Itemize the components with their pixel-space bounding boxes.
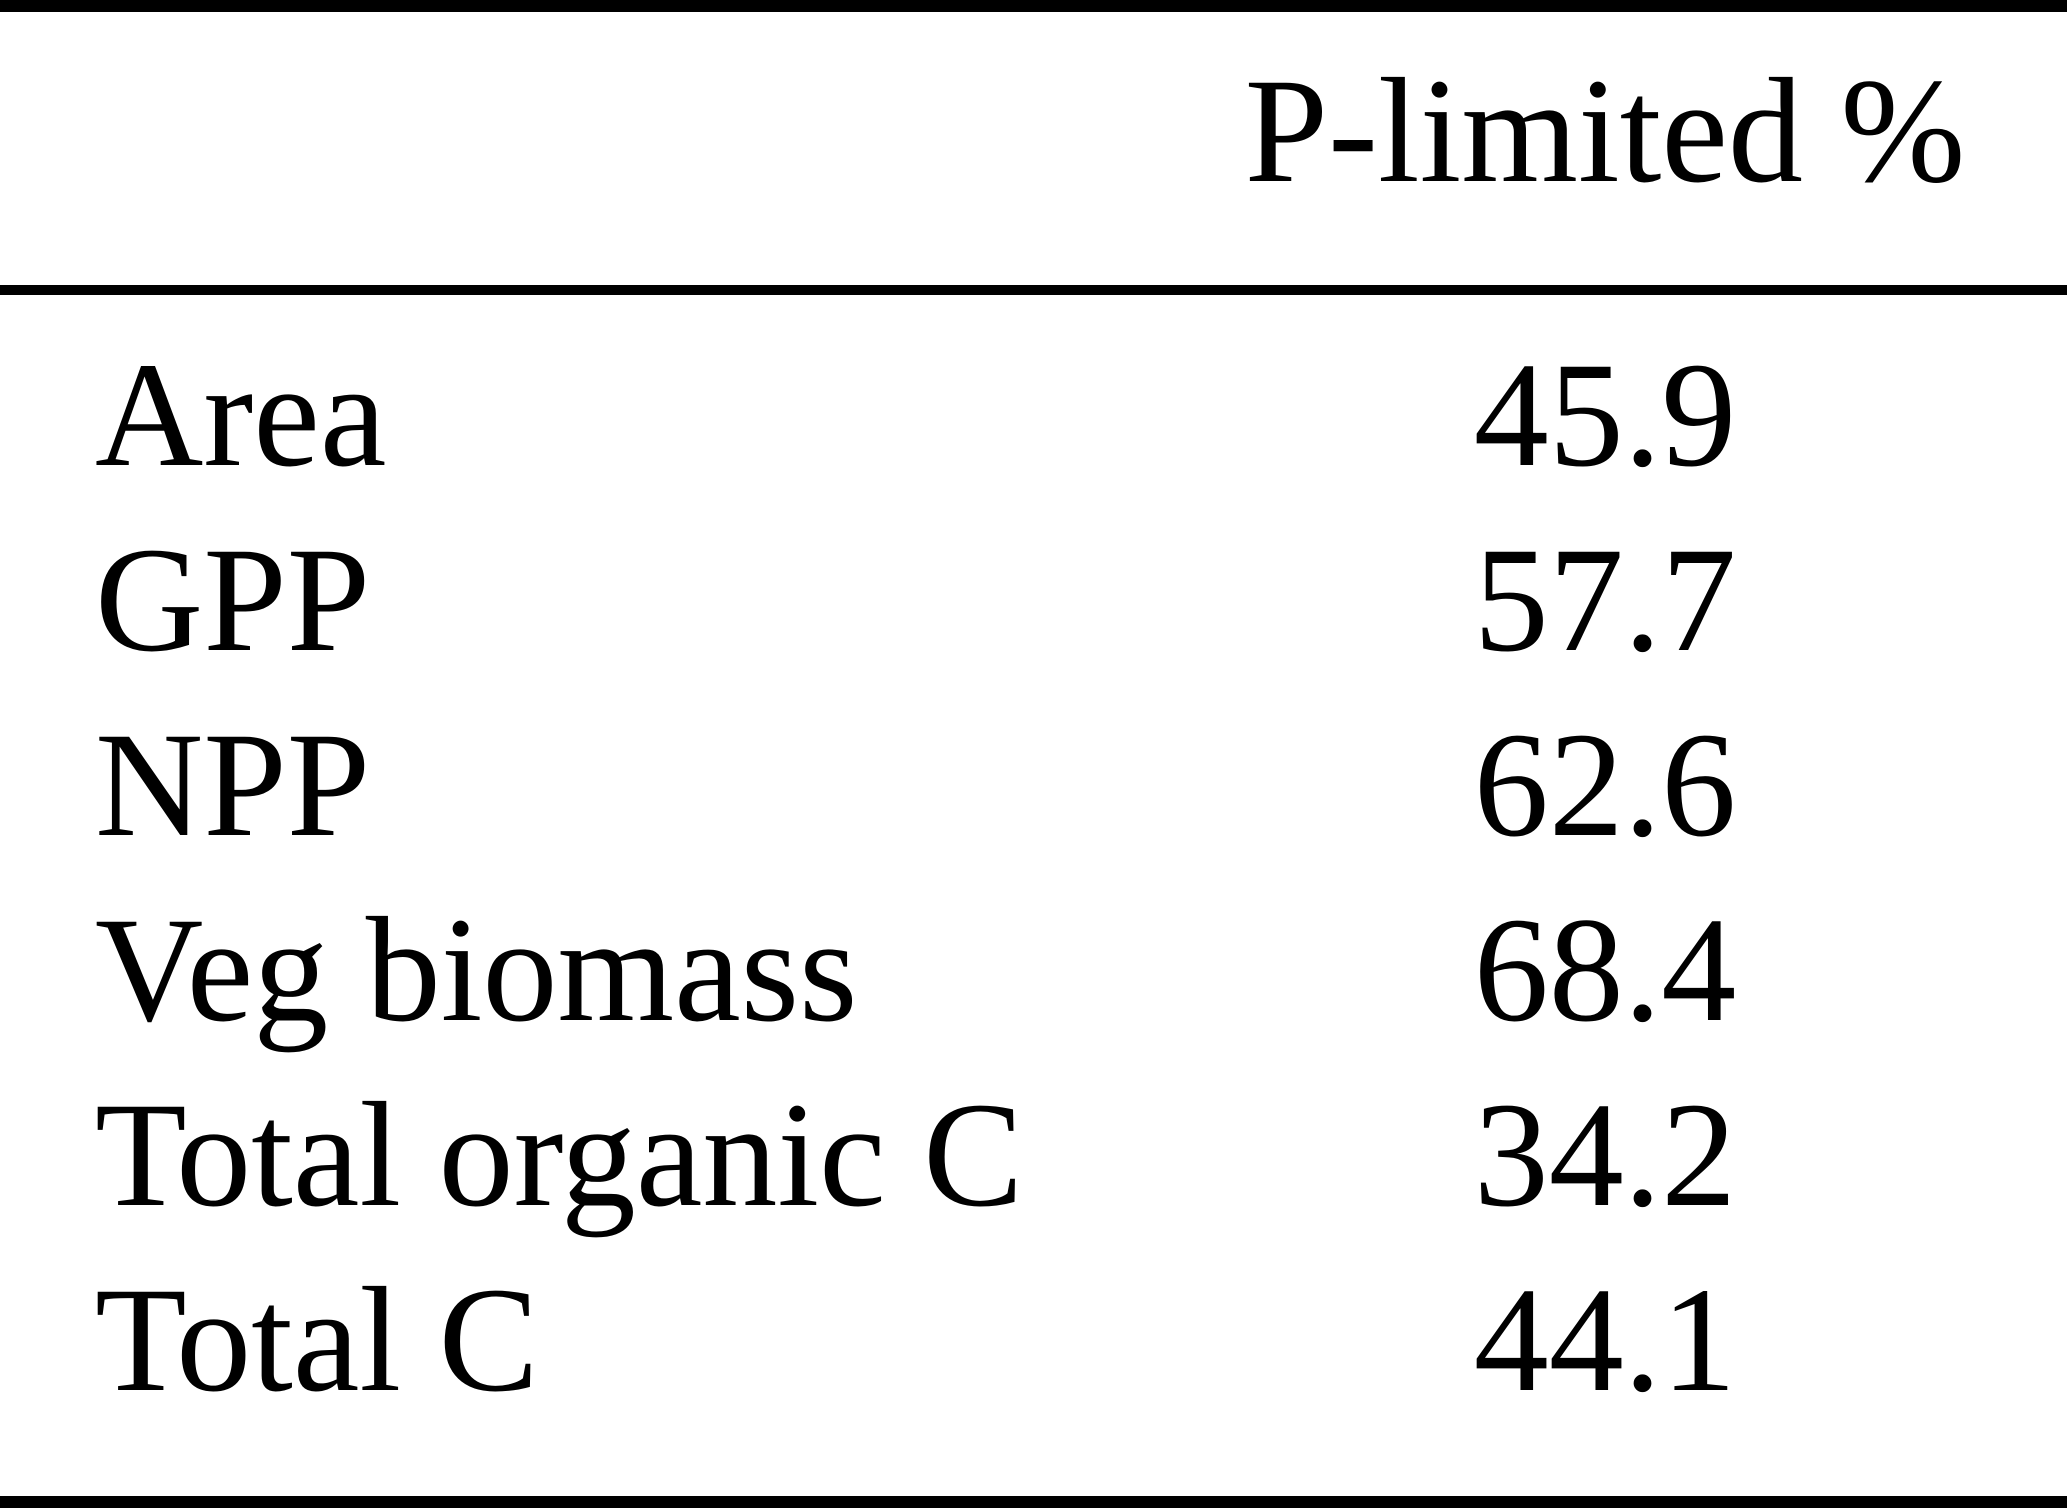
bottom-rule xyxy=(0,1496,2067,1508)
top-rule xyxy=(0,0,2067,12)
row-value: 62.6 xyxy=(1473,702,1737,868)
row-label: Area xyxy=(95,332,387,498)
table-body: Area 45.9 GPP 57.7 NPP 62.6 Veg biomass … xyxy=(0,295,2067,1496)
row-value: 34.2 xyxy=(1473,1072,1737,1238)
row-value: 57.7 xyxy=(1473,517,1737,683)
row-value: 44.1 xyxy=(1473,1257,1737,1423)
table-row: Area 45.9 xyxy=(0,323,2067,508)
column-header-p-limited: P-limited % xyxy=(1244,47,1966,214)
table-row: Total C 44.1 xyxy=(0,1248,2067,1433)
row-label: GPP xyxy=(95,517,371,683)
row-label: NPP xyxy=(95,702,371,868)
table-row: Veg biomass 68.4 xyxy=(0,878,2067,1063)
row-label: Total organic C xyxy=(95,1072,1024,1238)
table-row: Total organic C 34.2 xyxy=(0,1063,2067,1248)
table-row: GPP 57.7 xyxy=(0,508,2067,693)
row-value: 68.4 xyxy=(1473,887,1737,1053)
row-value: 45.9 xyxy=(1473,332,1737,498)
table-header-row: P-limited % xyxy=(0,12,2067,285)
row-label: Veg biomass xyxy=(95,887,858,1053)
header-rule xyxy=(0,285,2067,295)
row-label: Total C xyxy=(95,1257,539,1423)
table-row: NPP 62.6 xyxy=(0,693,2067,878)
